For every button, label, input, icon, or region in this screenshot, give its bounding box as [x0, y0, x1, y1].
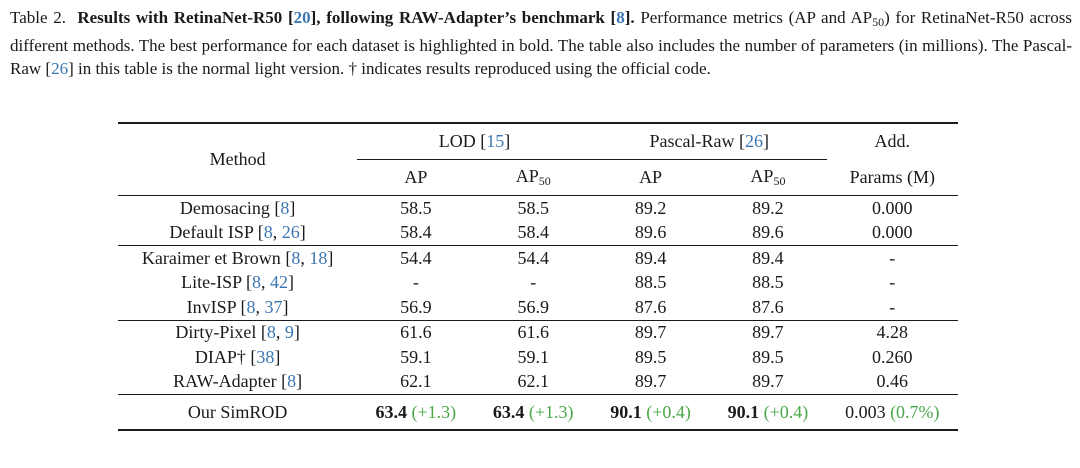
pascal-ap-cell: 88.5 — [634, 272, 667, 293]
cite-link[interactable]: 8 — [246, 296, 256, 317]
pascal-ap50-cell: 87.6 — [752, 296, 784, 317]
lod-ap-cell: - — [412, 272, 419, 293]
cite-link[interactable]: 37 — [264, 296, 283, 317]
pascal-ap50-cell: 89.5 — [752, 346, 784, 367]
caption-cite-link[interactable]: 26 — [51, 59, 69, 78]
method-name: Karaimer et Brown [8, 18] — [141, 247, 334, 268]
lod-ap50-cell: 63.4 (+1.3) — [492, 401, 574, 422]
params-cell: - — [889, 296, 896, 317]
caption-body: Performance metrics (AP and AP50) for Re… — [10, 8, 1073, 78]
pascal-ap50-cell: 88.5 — [752, 272, 784, 293]
caption-bold-title: Results with RetinaNet-R50 [20], followi… — [77, 8, 635, 27]
table-caption: Table 2. Results with RetinaNet-R50 [20]… — [10, 6, 1072, 80]
lod-ap50-cell: 62.1 — [517, 371, 549, 392]
cite-link[interactable]: 8 — [291, 247, 301, 268]
table-row: Lite-ISP [8, 42] - - 88.5 88.5 - — [118, 271, 958, 296]
pascal-ap-cell: 89.7 — [634, 322, 667, 343]
lod-ap-cell: 63.4 (+1.3) — [375, 401, 457, 422]
lod-ap-cell: 54.4 — [400, 247, 432, 268]
results-table: Method LOD [15] Pascal-Raw [26] Add. AP … — [118, 122, 958, 431]
pascal-ap-cell: 89.7 — [634, 371, 667, 392]
params-cell: 4.28 — [876, 322, 909, 343]
lod-ap-cell: 58.4 — [400, 222, 432, 243]
pascal-ap-cell: 89.2 — [634, 197, 667, 218]
pascal-ap50-cell: 89.2 — [752, 197, 784, 218]
pascal-ap50-cell: 89.6 — [752, 222, 784, 243]
lod-ap50-cell: 58.4 — [517, 222, 549, 243]
method-name: Demosacing [8] — [179, 197, 296, 218]
table-row: Default ISP [8, 26] 58.4 58.4 89.6 89.6 0.000 — [118, 221, 958, 246]
table-body: Demosacing [8] 58.5 58.5 89.2 89.2 0.000 Defau… — [118, 195, 958, 395]
pascal-ap50-cell: 90.1 (+0.4) — [727, 401, 809, 422]
header-row-top: Method LOD [15] Pascal-Raw [26] Add. — [118, 123, 958, 169]
lod-ap-cell: 59.1 — [400, 346, 432, 367]
pascal-ap-cell: 89.4 — [634, 247, 667, 268]
pascal-ap50-cell: 89.7 — [752, 322, 784, 343]
method-name: InvISP [8, 37] — [186, 296, 289, 317]
table-row: Demosacing [8] 58.5 58.5 89.2 89.2 0.000 — [118, 195, 958, 221]
pascal-ap-cell: 89.5 — [634, 346, 667, 367]
pascal-ap-cell: 89.6 — [634, 222, 667, 243]
lod-ap50-cell: 59.1 — [517, 346, 549, 367]
pascal-ap-cell: 87.6 — [634, 296, 667, 317]
table-row: InvISP [8, 37] 56.9 56.9 87.6 87.6 - — [118, 295, 958, 320]
cite-link[interactable]: 42 — [270, 272, 288, 293]
table-row: DIAP† [38] 59.1 59.1 89.5 89.5 0.260 — [118, 345, 958, 370]
params-cell: 0.000 — [872, 222, 913, 243]
lod-ap50-cell: 61.6 — [517, 322, 549, 343]
cite-link[interactable]: 26 — [744, 131, 763, 151]
params-header: Params (M) — [849, 166, 936, 187]
table-row-ours: Our SimROD 63.4 (+1.3) 63.4 (+1.3) 90.1 … — [118, 394, 958, 430]
cite-link[interactable]: 8 — [266, 322, 276, 343]
method-name: Our SimROD — [187, 401, 288, 422]
lod-ap50-cell: 58.5 — [517, 197, 549, 218]
params-cell: 0.46 — [876, 371, 909, 392]
params-cell: 0.000 — [872, 197, 913, 218]
params-cell: 0.260 — [872, 346, 913, 367]
lod-ap-cell: 56.9 — [400, 296, 432, 317]
cite-link[interactable]: 38 — [256, 346, 275, 367]
pascal-ap50-cell: 89.4 — [752, 247, 784, 268]
method-header: Method — [209, 149, 266, 169]
pascal-ap50-cell: 89.7 — [752, 371, 784, 392]
cite-link[interactable]: 8 — [252, 272, 261, 293]
cite-link[interactable]: 8 — [263, 222, 273, 243]
lod-ap-cell: 58.5 — [400, 197, 432, 218]
method-name: Default ISP [8, 26] — [169, 222, 306, 243]
cite-link[interactable]: 9 — [284, 322, 294, 343]
params-cell: - — [889, 247, 896, 268]
lod-ap50-cell: 54.4 — [517, 247, 549, 268]
method-name: Dirty-Pixel [8, 9] — [175, 322, 300, 343]
caption-cite-link[interactable]: 8 — [616, 8, 625, 27]
params-cell: - — [889, 272, 896, 293]
lod-ap-cell: 61.6 — [400, 322, 432, 343]
table-label: Table 2. — [10, 8, 66, 27]
cite-link[interactable]: 8 — [287, 371, 297, 392]
cite-link[interactable]: 18 — [309, 247, 328, 268]
method-name: Lite-ISP [8, 42] — [181, 272, 294, 293]
pascal-ap-cell: 90.1 (+0.4) — [610, 401, 691, 422]
method-name: DIAP† [38] — [194, 346, 281, 367]
params-cell: 0.003 (0.7%) — [845, 401, 940, 422]
table-row: Karaimer et Brown [8, 18] 54.4 54.4 89.4 89.… — [118, 245, 958, 271]
cite-link[interactable]: 8 — [280, 197, 290, 218]
lod-ap50-header: AP50 — [515, 166, 551, 188]
table-row: RAW-Adapter [8] 62.1 62.1 89.7 89.7 0.46 — [118, 370, 958, 395]
table-row: Dirty-Pixel [8, 9] 61.6 61.6 89.7 89.7 4.28 — [118, 320, 958, 345]
lod-ap50-cell: 56.9 — [517, 296, 549, 317]
cite-link[interactable]: 26 — [281, 222, 300, 243]
pascal-raw-header: Pascal-Raw [26] — [591, 123, 827, 160]
pascal-ap-header: AP — [639, 167, 663, 187]
pascal-ap50-header: AP50 — [750, 166, 786, 188]
add-header: Add. — [874, 131, 911, 152]
lod-header: LOD [15] — [357, 123, 592, 160]
header-row-bottom: AP AP50 AP AP50 Params (M) — [118, 160, 958, 196]
method-name: RAW-Adapter [8] — [173, 371, 303, 392]
cite-link[interactable]: 15 — [486, 131, 505, 151]
caption-cite-link[interactable]: 20 — [293, 8, 311, 27]
lod-ap50-cell: - — [530, 272, 537, 293]
lod-ap-header: AP — [404, 167, 428, 187]
lod-ap-cell: 62.1 — [400, 371, 432, 392]
